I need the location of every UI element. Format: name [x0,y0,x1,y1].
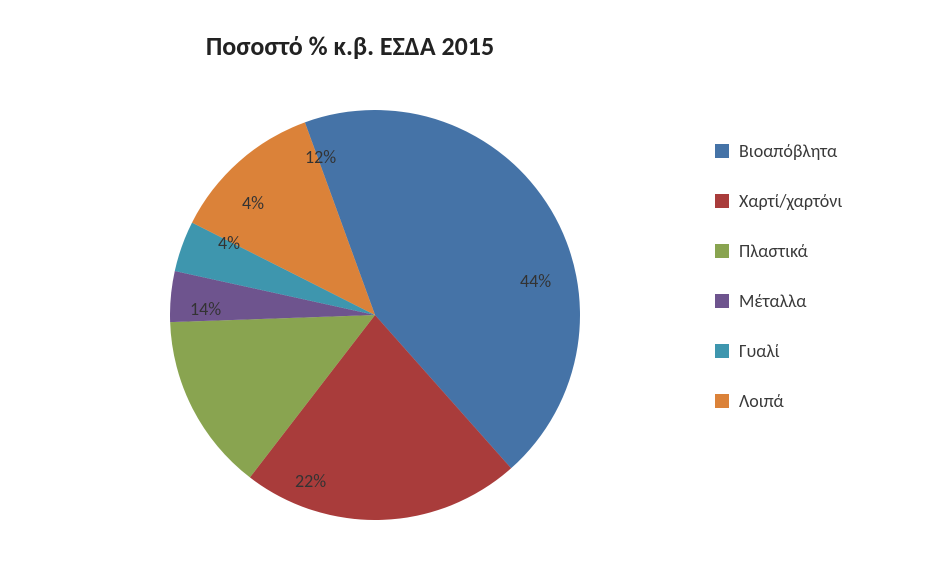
slice-pct-label: 44% [520,270,551,292]
legend-item: Λοιπά [715,390,925,412]
legend-item: Γυαλί [715,340,925,362]
legend-swatch [715,294,729,308]
legend-item: Βιοαπόβλητα [715,140,925,162]
slice-pct-label: 14% [190,298,221,320]
legend-label: Μέταλλα [739,290,806,312]
slice-pct-label: 22% [295,470,326,492]
legend-swatch [715,144,729,158]
legend-swatch [715,194,729,208]
slice-pct-label: 12% [305,146,336,168]
slice-pct-label: 4% [218,232,240,254]
legend: Βιοαπόβλητα Χαρτί/χαρτόνι Πλαστικά Μέταλλα Γ… [715,140,925,440]
legend-swatch [715,344,729,358]
chart-title: Ποσοστό % κ.β. ΕΣΔΑ 2015 [0,30,700,62]
pie-chart: 44% 22% 14% 4%4% 12% [170,110,580,520]
slice-pct-label: 4% [242,192,264,214]
legend-item: Χαρτί/χαρτόνι [715,190,925,212]
legend-item: Μέταλλα [715,290,925,312]
legend-label: Βιοαπόβλητα [739,140,837,162]
legend-item: Πλαστικά [715,240,925,262]
pie-svg [170,110,580,520]
legend-swatch [715,244,729,258]
legend-swatch [715,394,729,408]
legend-label: Λοιπά [739,390,784,412]
legend-label: Γυαλί [739,340,780,362]
legend-label: Πλαστικά [739,240,808,262]
legend-label: Χαρτί/χαρτόνι [739,190,842,212]
